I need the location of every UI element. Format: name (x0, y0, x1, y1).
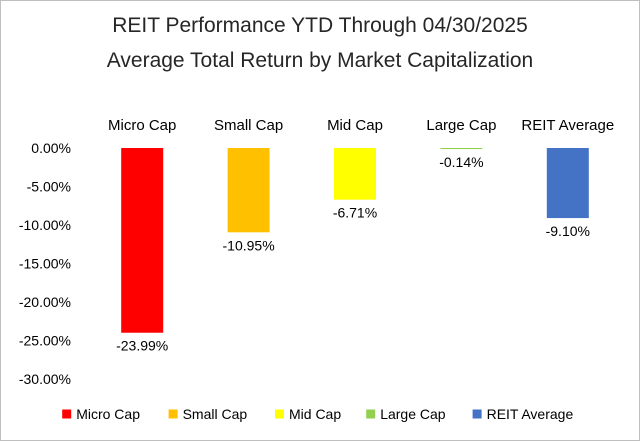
bar (334, 148, 376, 200)
data-labels: -23.99% -10.95% -6.71% -0.14% -9.10% (116, 154, 590, 354)
bar (546, 148, 589, 219)
legend-label: REIT Average (487, 406, 574, 422)
legend-swatch (168, 409, 178, 419)
data-label: -0.14% (439, 154, 483, 170)
legend-swatch (275, 409, 284, 419)
chart-subtitle: Average Total Return by Market Capitaliz… (107, 49, 533, 72)
y-tick-label: -10.00% (19, 217, 71, 233)
legend-swatch (472, 409, 482, 419)
data-label: -6.71% (333, 205, 377, 221)
data-label: -23.99% (116, 338, 168, 354)
y-tick-label: -25.00% (19, 333, 71, 349)
category-label: Mid Cap (327, 117, 383, 134)
bar (121, 148, 164, 333)
category-label: Micro Cap (108, 117, 176, 134)
y-tick-label: -20.00% (19, 294, 71, 310)
bar (227, 148, 270, 233)
category-label: Large Cap (426, 117, 496, 134)
category-label: Small Cap (214, 117, 283, 134)
data-label: -10.95% (223, 237, 275, 253)
data-label: -9.10% (546, 223, 590, 239)
y-tick-label: -5.00% (27, 179, 71, 195)
y-tick-label: -15.00% (19, 256, 71, 272)
legend-label: Mid Cap (289, 406, 341, 422)
category-labels: Micro Cap Small Cap Mid Cap Large Cap REIT A… (108, 117, 614, 134)
legend-label: Micro Cap (76, 406, 140, 422)
bar (440, 148, 483, 150)
legend-label: Large Cap (380, 406, 446, 422)
legend-swatch (62, 409, 72, 419)
y-tick-label: 0.00% (31, 140, 71, 156)
legend: Micro Cap Small Cap Mid Cap Large Cap REIT A… (62, 406, 573, 422)
bars (121, 148, 589, 333)
legend-swatch (366, 409, 376, 419)
legend-label: Small Cap (183, 406, 248, 422)
y-tick-label: -30.00% (19, 371, 71, 387)
category-label: REIT Average (521, 117, 614, 134)
chart-title: REIT Performance YTD Through 04/30/2025 (112, 14, 528, 37)
y-axis: 0.00% -5.00% -10.00% -15.00% -20.00% -25.00% -… (19, 140, 71, 387)
